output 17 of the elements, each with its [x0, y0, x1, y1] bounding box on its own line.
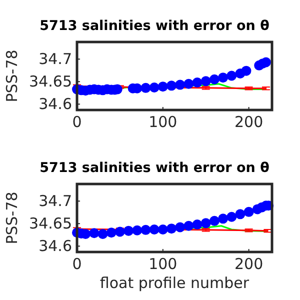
x-tick-label: 0	[72, 113, 82, 131]
y-tick-label: 34.65	[29, 72, 72, 91]
x-tick-label: 0	[72, 255, 82, 273]
y-tick-label: 34.65	[29, 214, 72, 233]
y-axis-title: PSS-78	[3, 50, 21, 102]
y-tick-label: 34.6	[38, 95, 72, 114]
y-axis-title: PSS-78	[3, 192, 21, 244]
chart-title: 5713 salinities with error on θ	[40, 160, 270, 176]
x-tick-label: 100	[148, 255, 178, 273]
y-tick-label: 34.7	[38, 192, 72, 210]
chart-title: 5713 salinities with error on θ	[40, 18, 270, 34]
x-axis-title: float profile number	[100, 274, 250, 292]
y-tick-label: 34.6	[38, 237, 72, 256]
y-tick-label: 34.7	[38, 50, 72, 68]
x-tick-label: 200	[234, 113, 264, 131]
x-tick-label: 100	[148, 113, 178, 131]
x-tick-label: 200	[234, 255, 264, 273]
